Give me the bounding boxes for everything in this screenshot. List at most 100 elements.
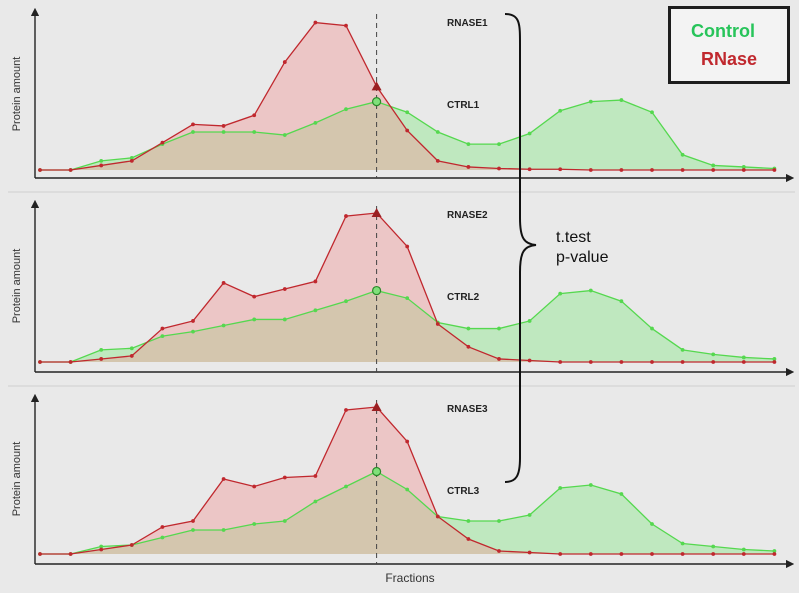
ttest-label: t.test [556,229,591,246]
point-rnase1-9 [282,60,287,64]
point-rnase2-22 [680,360,685,364]
point-ctrl1-18 [558,108,563,113]
point-rnase2-1 [38,360,42,364]
point-rnase2-11 [344,214,348,218]
point-rnase3-14 [435,514,440,519]
point-rnase3-1 [38,552,42,556]
point-rnase2-21 [650,360,654,364]
pvalue-label: p-value [556,249,609,266]
point-rnase1-23 [711,168,716,172]
point-ctrl1-23 [711,163,716,168]
point-rnase1-14 [435,158,440,163]
point-rnase3-2 [68,552,73,556]
point-ctrl1-24 [741,165,746,169]
control-peak-marker [372,466,382,477]
chart-panels: Protein amount RNASE1 CTRL1 Protein amount R… [8,7,795,569]
point-rnase2-13 [405,244,410,249]
point-ctrl3-23 [711,544,716,549]
point-rnase2-3 [99,357,104,361]
point-rnase1-18 [558,167,563,172]
point-ctrl1-15 [466,142,471,147]
point-rnase3-24 [741,552,746,556]
point-rnase1-11 [344,23,348,28]
point-rnase2-7 [221,281,226,285]
point-ctrl1-3 [99,158,104,163]
point-rnase2-17 [527,358,532,363]
point-rnase3-13 [405,439,410,444]
point-rnase1-8 [252,113,257,118]
point-ctrl3-9 [282,519,287,523]
point-ctrl2-7 [221,323,226,328]
point-rnase1-17 [527,167,532,172]
point-ctrl2-15 [466,326,471,331]
point-ctrl1-4 [129,155,134,160]
series-label-ctrl1: CTRL1 [447,100,480,111]
point-rnase1-6 [191,122,195,127]
point-rnase2-4 [129,354,134,358]
point-rnase3-18 [558,552,563,556]
point-rnase2-9 [282,287,287,291]
point-ctrl2-11 [344,299,348,304]
point-rnase3-19 [588,552,593,556]
point-ctrl3-24 [741,547,746,552]
point-rnase3-9 [282,475,287,480]
panel-2: Protein amount RNASE2 CTRL2 [11,199,795,377]
y-axis-label: Protein amount [11,57,23,132]
point-rnase1-5 [160,140,165,145]
point-rnase3-23 [711,552,716,556]
point-ctrl3-5 [160,535,165,540]
series-label-rnase2: RNASE2 [447,210,488,221]
y-axis-label: Protein amount [11,249,23,324]
curly-brace [504,13,537,483]
point-rnase3-6 [191,519,195,523]
point-ctrl2-25 [772,357,777,361]
rnase-peak-marker [371,402,382,411]
point-ctrl1-19 [588,99,593,104]
point-rnase1-21 [650,168,654,172]
point-ctrl3-6 [191,528,195,532]
point-rnase1-15 [466,165,471,169]
point-rnase3-5 [160,525,165,529]
point-ctrl1-7 [221,130,226,134]
point-ctrl3-18 [558,486,563,490]
point-rnase2-18 [558,360,563,364]
point-rnase3-8 [252,484,257,489]
point-ctrl3-21 [650,522,654,526]
point-ctrl2-10 [313,308,318,313]
area-rnase3 [40,407,775,554]
point-rnase2-19 [588,360,593,364]
y-axis-label: Protein amount [11,442,23,517]
point-rnase3-11 [344,408,348,412]
point-ctrl1-20 [619,98,624,102]
point-rnase1-25 [772,168,777,172]
point-ctrl3-13 [405,487,410,492]
point-rnase2-5 [160,326,165,331]
series-label-rnase3: RNASE3 [447,404,488,415]
point-ctrl1-14 [435,130,440,134]
point-ctrl2-4 [129,346,134,351]
point-rnase1-2 [68,168,73,172]
rnase-peak-marker [371,208,382,218]
control-peak-marker [372,285,382,296]
series-label-ctrl3: CTRL3 [447,486,480,497]
point-rnase1-1 [38,168,42,172]
point-rnase1-10 [313,20,318,25]
point-rnase1-16 [497,166,501,171]
point-rnase3-4 [129,543,134,547]
point-ctrl1-8 [252,130,257,134]
x-axis-label: Fractions [385,571,434,585]
point-rnase2-16 [497,357,501,361]
point-ctrl3-22 [680,541,685,546]
point-rnase3-21 [650,552,654,556]
area-ctrl3 [40,471,775,554]
point-ctrl1-22 [680,152,685,157]
point-rnase2-24 [741,360,746,364]
point-ctrl1-21 [650,110,654,115]
point-ctrl3-20 [619,492,624,496]
point-ctrl3-16 [497,519,501,523]
point-rnase2-15 [466,344,471,349]
point-ctrl1-16 [497,142,501,147]
point-ctrl3-3 [99,544,104,549]
point-rnase1-3 [99,163,104,168]
legend: Control RNase [668,6,790,84]
